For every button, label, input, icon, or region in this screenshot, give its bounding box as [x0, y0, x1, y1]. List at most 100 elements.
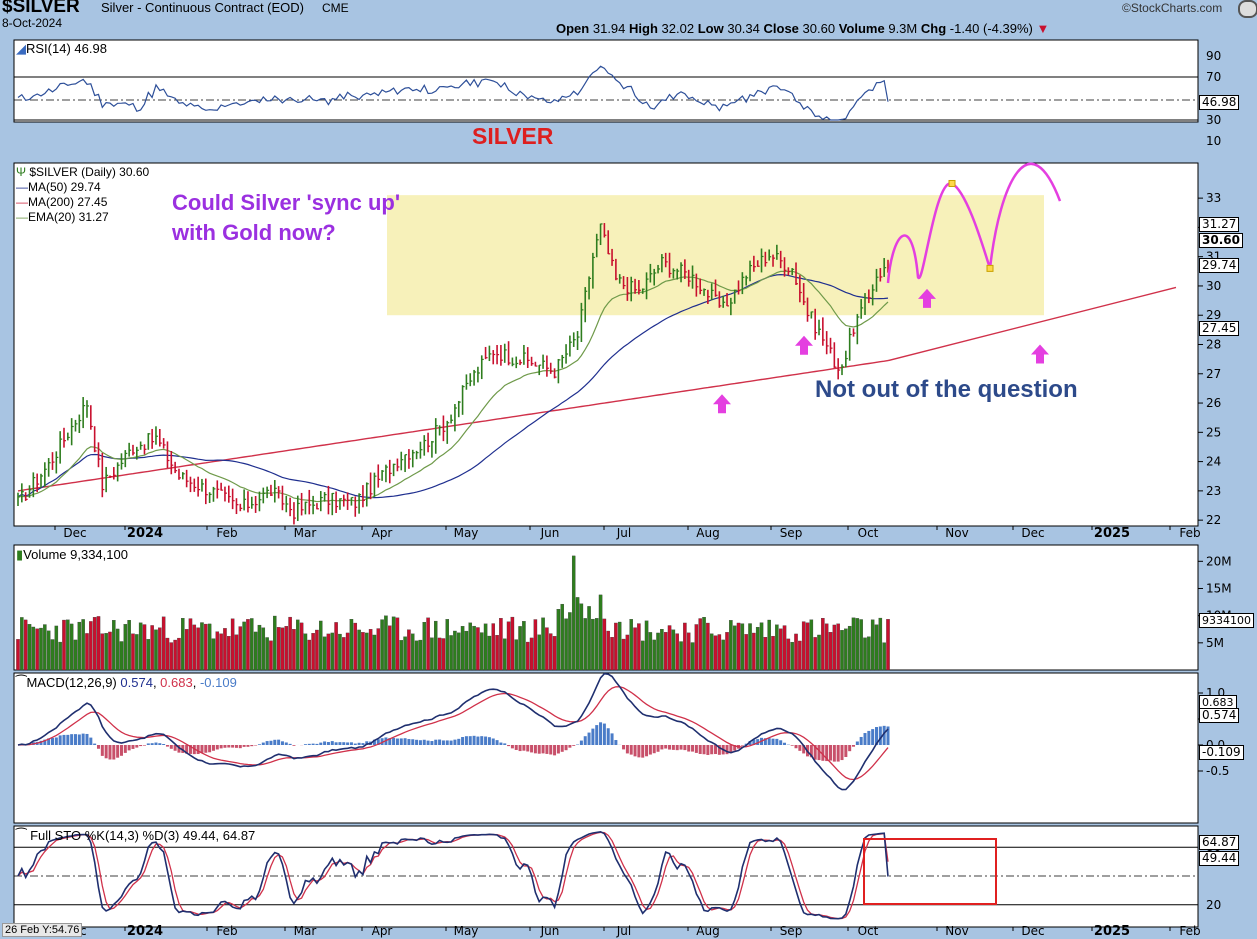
macd-hist-bar	[637, 745, 641, 758]
macd-hist-bar	[495, 740, 499, 745]
volume-bar	[855, 618, 860, 671]
volume-bar	[184, 629, 189, 671]
volume-bar	[334, 622, 338, 671]
volume-bar	[522, 621, 526, 671]
volume-bar	[73, 639, 78, 671]
price-tick-label: 27	[1206, 367, 1221, 381]
macd-hist-bar	[855, 741, 859, 745]
ema20-value-tag: 31.27	[1199, 217, 1240, 232]
volume-bar	[755, 626, 760, 671]
macd-hist-bar	[50, 737, 54, 745]
volume-bar	[135, 634, 139, 671]
macd-hist-bar	[549, 745, 553, 755]
volume-bar	[863, 637, 867, 671]
macd-label: ⁀MACD(12,26,9) 0.574, 0.683, -0.109	[16, 675, 237, 690]
volume-bar	[119, 641, 124, 671]
volume-bar	[617, 621, 622, 671]
macd-hist-bar	[77, 734, 81, 745]
macd-hist-bar	[541, 745, 545, 754]
price-tick-label: 22	[1206, 513, 1221, 527]
volume-bar	[882, 642, 886, 671]
macd-hist-bar	[553, 745, 557, 756]
macd-hist-bar	[449, 740, 453, 745]
macd-hist-bar	[480, 736, 484, 745]
macd-hist-bar	[518, 745, 522, 752]
volume-bar	[384, 615, 388, 671]
macd-hist-bar	[66, 734, 70, 745]
volume-bar	[729, 620, 733, 671]
volume-bar	[824, 623, 829, 671]
volume-bar	[238, 626, 243, 671]
volume-bar	[39, 627, 43, 671]
volume-bar	[307, 639, 312, 671]
volume-bar	[786, 638, 791, 671]
macd-hist-bar	[564, 745, 568, 751]
macd-hist-bar	[706, 745, 710, 755]
macd-hist-bar	[269, 740, 273, 745]
volume-bar	[725, 632, 729, 671]
macd-hist-bar	[756, 739, 760, 745]
month-label: Aug	[696, 924, 719, 938]
macd-hist-bar	[461, 737, 465, 745]
macd-hist-bar	[326, 742, 330, 745]
macd-hist-bar	[127, 745, 131, 751]
volume-bar	[805, 622, 810, 671]
volume-bar	[207, 623, 212, 671]
volume-bar	[250, 618, 254, 671]
volume-bar	[150, 625, 154, 671]
volume-bar	[602, 618, 607, 671]
volume-bar	[35, 628, 39, 671]
annotation-heading: SILVER	[472, 123, 554, 149]
volume-bar	[89, 621, 93, 671]
macd-hist-bar	[361, 743, 365, 745]
macd-hist-bar	[832, 745, 836, 762]
volume-bar	[847, 625, 852, 671]
volume-bar	[453, 630, 457, 671]
macd-hist-bar	[844, 745, 848, 758]
volume-bar	[529, 637, 534, 671]
macd-hist-bar	[288, 743, 292, 745]
macd-hist-bar	[146, 743, 150, 745]
volume-bar	[621, 638, 626, 671]
trendline-extension	[887, 286, 1177, 362]
macd-hist-bar	[660, 745, 664, 750]
volume-bar	[460, 626, 465, 671]
macd-hist-bar	[73, 734, 77, 745]
macd-hist-bar	[503, 743, 507, 745]
macd-hist-bar	[70, 734, 74, 745]
month-label: May	[454, 924, 479, 938]
month-label: Apr	[372, 924, 393, 938]
sto-tick-label: 20	[1206, 898, 1221, 912]
macd-hist-bar	[587, 732, 591, 745]
price-panel: 333231302928272625242322	[17, 162, 1221, 527]
volume-bar	[418, 639, 423, 671]
volume-bar	[426, 617, 430, 671]
volume-bar	[706, 622, 710, 671]
volume-bar	[46, 630, 51, 671]
macd-hist-bar	[353, 743, 357, 745]
macd-hist-bar	[89, 737, 93, 745]
exchange-label: CME	[322, 1, 349, 15]
volume-bar	[372, 634, 377, 671]
macd-hist-bar	[188, 745, 192, 754]
macd-hist-bar	[135, 745, 139, 748]
macd-hist-bar	[323, 741, 327, 745]
volume-bar	[265, 637, 269, 671]
volume-bar	[138, 622, 143, 671]
price-tick-label: 30	[1206, 279, 1221, 293]
macd-hist-bar	[472, 735, 476, 745]
macd-hist-bar	[265, 741, 269, 745]
volume-bar	[740, 623, 745, 671]
macd-hist-bar	[514, 745, 518, 750]
macd-hist-bar	[790, 745, 794, 746]
month-label: Apr	[372, 526, 393, 540]
volume-bar	[257, 624, 262, 671]
volume-bar	[759, 622, 764, 671]
volume-bar	[694, 624, 699, 671]
volume-bar	[836, 623, 840, 671]
ma200-line	[17, 359, 889, 492]
volume-bar	[545, 627, 549, 671]
volume-bar	[752, 632, 756, 671]
price-tick-label: 26	[1206, 396, 1221, 410]
